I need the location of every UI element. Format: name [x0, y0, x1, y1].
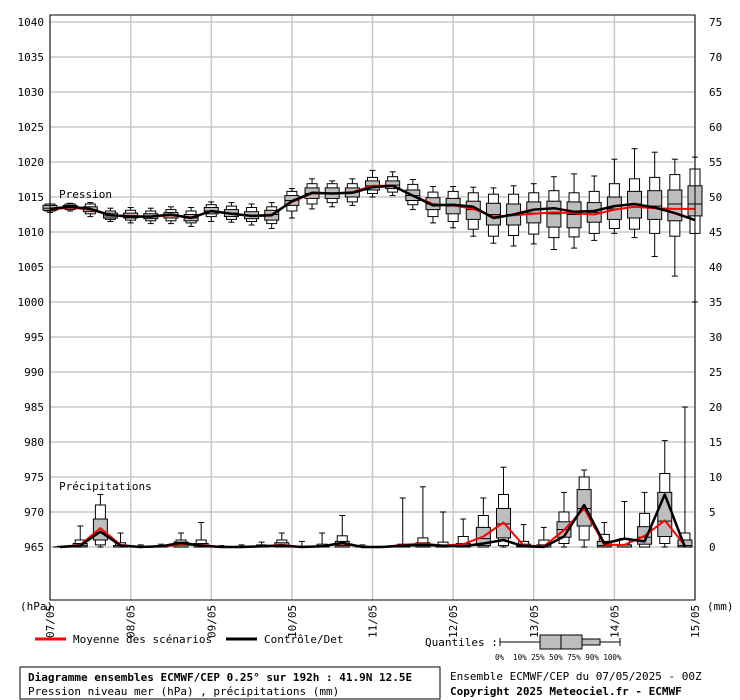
precip-control-line	[59, 493, 687, 549]
pressure-label: Pression	[59, 188, 112, 201]
precip-box-iqr	[92, 518, 108, 541]
right-tick-label: 35	[709, 296, 722, 309]
chart-title: Diagramme ensembles ECMWF/CEP 0.25° sur …	[28, 671, 412, 684]
left-tick-label: 1040	[18, 16, 45, 29]
x-tick-label: 14/05	[608, 605, 621, 638]
left-tick-label: 1000	[18, 296, 45, 309]
right-tick-label: 40	[709, 261, 722, 274]
x-tick-label: 09/05	[205, 605, 218, 638]
left-axis-ticks: 1040 1035 1030 1025 1020 1015 1010 1005 1000 995 9…	[18, 16, 45, 554]
x-tick-label: 11/05	[367, 605, 380, 638]
right-tick-label: 60	[709, 121, 722, 134]
right-tick-label: 70	[709, 51, 722, 64]
right-tick-label: 25	[709, 366, 722, 379]
plot-frame	[49, 14, 696, 601]
quantiles-glyph	[499, 634, 621, 650]
title-box	[19, 666, 441, 700]
right-tick-label: 5	[709, 506, 716, 519]
run-info: Ensemble ECMWF/CEP du 07/05/2025 - 00Z	[450, 670, 702, 683]
left-tick-label: 995	[24, 331, 44, 344]
pressure-box-iqr	[526, 201, 542, 224]
right-tick-label: 55	[709, 156, 722, 169]
right-axis-unit: (mm)	[707, 600, 734, 613]
chart-subtitle: Pression niveau mer (hPa) , précipitatio…	[28, 685, 339, 698]
grid	[49, 15, 696, 600]
right-tick-label: 50	[709, 191, 722, 204]
right-tick-label: 45	[709, 226, 722, 239]
quantiles-label: Quantiles :	[425, 636, 498, 649]
precip-label: Précipitations	[59, 480, 152, 493]
x-tick-label: 10/05	[286, 605, 299, 638]
x-tick-label: 15/05	[689, 605, 702, 638]
left-tick-label: 970	[24, 506, 44, 519]
right-tick-label: 30	[709, 331, 722, 344]
left-tick-label: 1005	[18, 261, 45, 274]
quantile-values: 0% 10% 25% 50% 75% 90% 100%	[495, 653, 622, 662]
left-tick-label: 1030	[18, 86, 45, 99]
right-tick-label: 10	[709, 471, 722, 484]
left-tick-label: 965	[24, 541, 44, 554]
x-tick-label: 08/05	[125, 605, 138, 638]
left-tick-label: 975	[24, 471, 44, 484]
left-tick-label: 990	[24, 366, 44, 379]
pressure-box-iqr	[647, 190, 663, 220]
x-tick-label: 07/05	[44, 605, 57, 638]
precip-box-iqr	[657, 491, 673, 537]
legend-control-label: Contrôle/Det	[264, 633, 343, 646]
legend-mean-label: Moyenne des scénarios	[73, 633, 212, 646]
copyright: Copyright 2025 Meteociel.fr - ECMWF	[450, 685, 682, 698]
right-tick-label: 15	[709, 436, 722, 449]
left-tick-label: 1020	[18, 156, 45, 169]
right-tick-label: 20	[709, 401, 722, 414]
left-axis-unit: (hPa)	[20, 600, 53, 613]
left-tick-label: 1015	[18, 191, 45, 204]
pressure-control-line	[49, 184, 696, 222]
x-tick-label: 13/05	[528, 605, 541, 638]
x-tick-label: 12/05	[447, 605, 460, 638]
left-tick-label: 1010	[18, 226, 45, 239]
x-axis-ticks: 07/05 08/05 09/05 10/05 11/05 12/05 13/05 14/05…	[44, 605, 702, 638]
right-tick-label: 65	[709, 86, 722, 99]
series-lines	[49, 184, 696, 549]
left-tick-label: 985	[24, 401, 44, 414]
left-tick-label: 1025	[18, 121, 45, 134]
left-tick-label: 1035	[18, 51, 45, 64]
left-tick-label: 980	[24, 436, 44, 449]
right-tick-label: 0	[709, 541, 716, 554]
right-tick-label: 75	[709, 16, 722, 29]
pressure-box-iqr	[667, 189, 683, 222]
